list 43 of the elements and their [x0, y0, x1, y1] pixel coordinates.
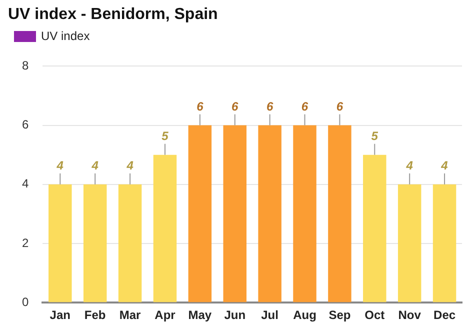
bar	[363, 154, 386, 302]
x-tick-label: Oct	[364, 308, 385, 322]
bar	[83, 184, 107, 302]
data-label: 6	[232, 100, 239, 114]
chart-title: UV index - Benidorm, Spain	[8, 6, 218, 24]
x-tick-label: Jul	[261, 308, 278, 322]
bar	[118, 184, 142, 302]
y-tick-label: 4	[22, 176, 29, 191]
x-tick-label: Nov	[398, 308, 422, 322]
x-tick-label: Dec	[434, 308, 456, 322]
bar	[223, 125, 246, 302]
x-tick-label: Jun	[224, 308, 246, 322]
bar	[48, 184, 72, 302]
y-tick-label: 8	[22, 58, 29, 73]
data-label: 4	[90, 158, 99, 173]
x-tick-label: May	[188, 308, 212, 322]
bar	[293, 125, 316, 302]
data-label: 4	[440, 158, 448, 173]
data-label: 4	[405, 158, 414, 173]
data-label: 6	[196, 100, 204, 114]
x-tick-label: Jan	[50, 308, 70, 322]
data-label: 6	[336, 100, 344, 114]
x-tick-label: Feb	[84, 308, 106, 322]
y-tick-label: 6	[22, 118, 29, 132]
bar	[398, 184, 422, 302]
bar	[432, 184, 456, 302]
data-label: 6	[266, 100, 274, 114]
data-label: 5	[162, 129, 169, 144]
x-tick-label: Apr	[154, 308, 176, 322]
bar	[153, 154, 177, 302]
data-label: 5	[371, 129, 378, 144]
x-tick-label: Sep	[328, 308, 351, 322]
x-tick-label: Aug	[293, 308, 316, 322]
y-tick-label: 0	[22, 294, 29, 309]
x-tick-label: Mar	[119, 308, 142, 322]
bar	[258, 125, 282, 302]
bar	[188, 125, 212, 302]
y-tick-label: 2	[22, 236, 29, 250]
bar	[328, 125, 352, 302]
text: UV index	[41, 29, 90, 43]
data-label: 4	[56, 158, 64, 173]
data-label: 4	[126, 158, 134, 173]
data-label: 6	[301, 100, 308, 114]
